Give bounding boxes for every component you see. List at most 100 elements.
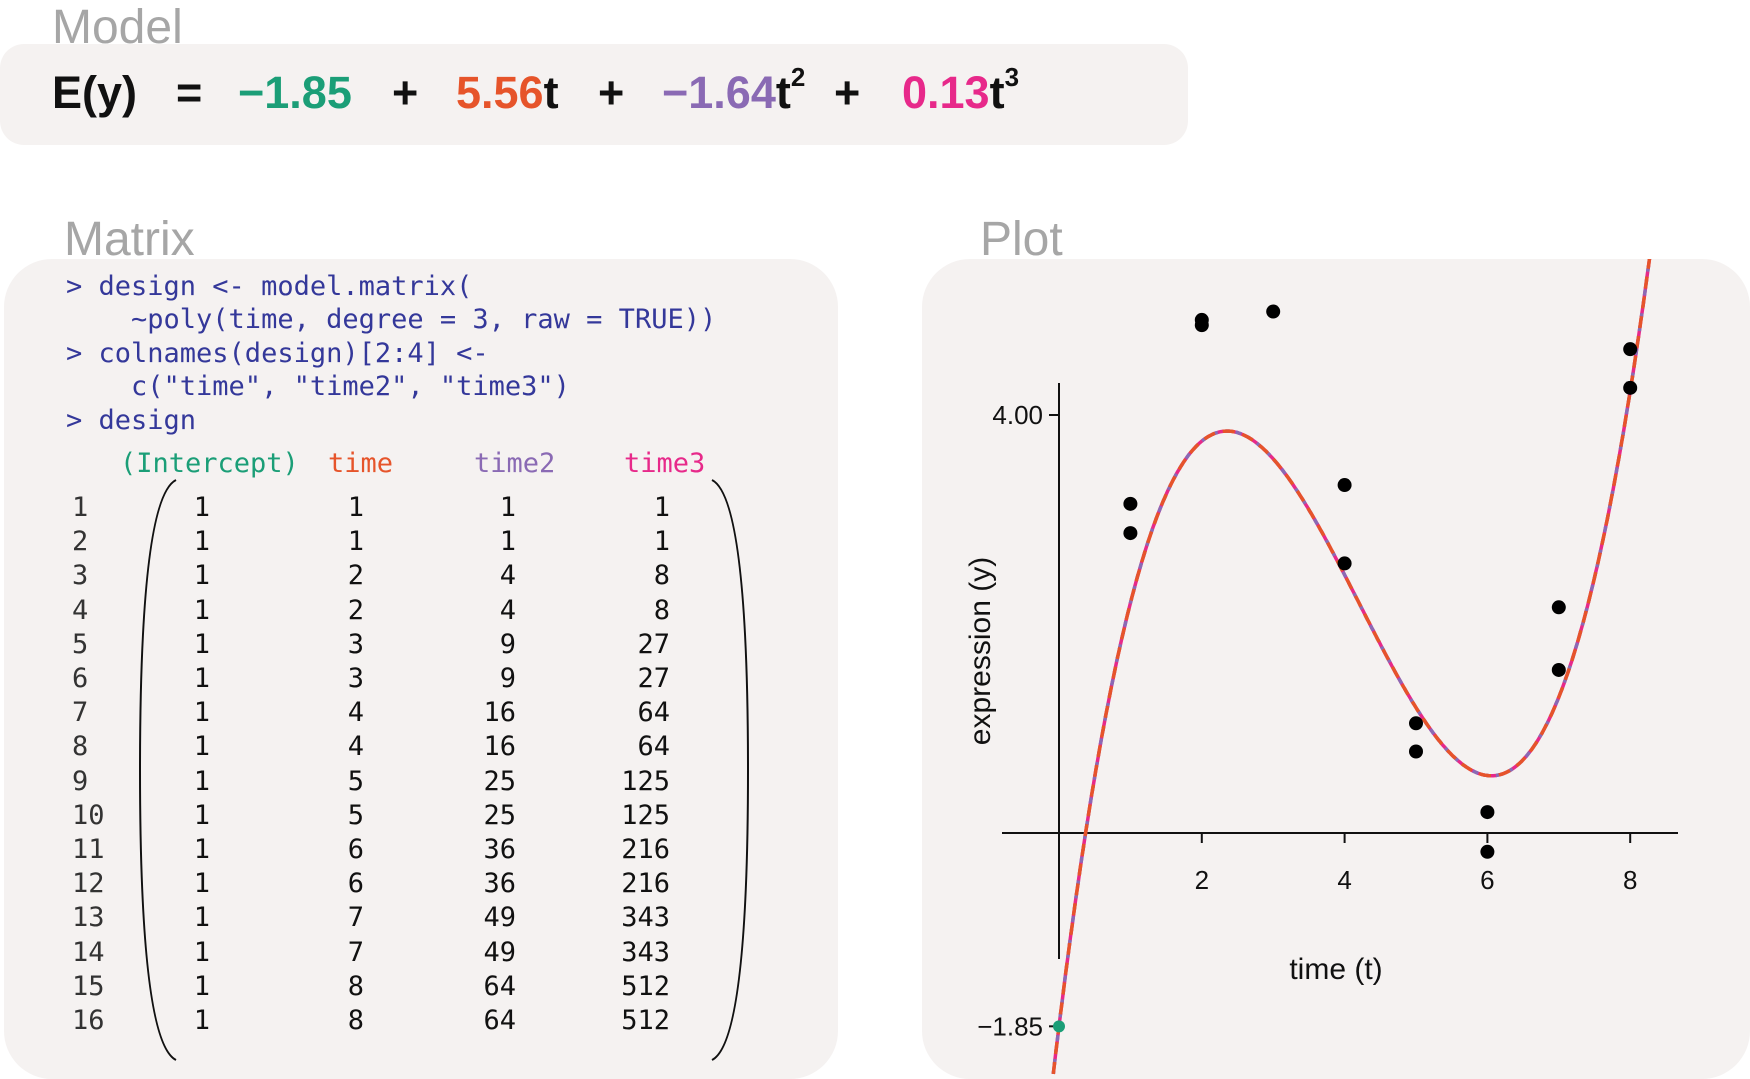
matrix-cell: 4 [499, 560, 516, 592]
term-cubic: 0.13t3 [902, 64, 1019, 118]
matrix-cell: 9 [499, 663, 516, 694]
code-line-4: c("time", "time2", "time3") [66, 371, 570, 402]
matrix-cell: 343 [621, 902, 670, 934]
matrix-cell: 1 [193, 628, 210, 660]
variable-t: t [989, 67, 1005, 118]
matrix-cell: 64 [637, 697, 670, 729]
matrix-cell: 5 [347, 765, 364, 797]
matrix-cell: 1 [193, 731, 210, 763]
matrix-cell: 6 [347, 868, 364, 900]
matrix-cell: 27 [637, 663, 670, 694]
y-tick-label: −1.85 [977, 1011, 1043, 1041]
matrix-row-number: 9 [72, 765, 89, 797]
plot-section-title: Plot [980, 213, 1063, 266]
matrix-row-number: 4 [72, 594, 89, 626]
matrix-cell: 1 [193, 970, 210, 1002]
matrix-cell: 1 [499, 526, 516, 558]
matrix-cell: 512 [621, 1005, 670, 1036]
matrix-cell: 4 [499, 594, 516, 626]
matrix-cell: 64 [483, 1005, 516, 1036]
matrix-row-number: 15 [72, 970, 105, 1002]
matrix-cell: 36 [483, 834, 516, 865]
data-point [1623, 342, 1638, 357]
matrix-cell: 5 [347, 799, 364, 831]
matrix-cell: 1 [193, 594, 210, 626]
matrix-cell: 64 [637, 731, 670, 763]
data-point [1194, 318, 1209, 333]
data-point [1123, 526, 1138, 541]
matrix-row-number: 10 [72, 799, 105, 831]
variable-t: t [543, 67, 559, 118]
matrix-cell: 36 [483, 868, 516, 900]
x-axis-label: time (t) [1289, 953, 1382, 986]
matrix-cell: 25 [483, 799, 516, 831]
matrix-cell: 1 [193, 560, 210, 592]
coefficient-cubic: 0.13 [902, 67, 990, 118]
equation-equals: = [176, 67, 203, 118]
matrix-cell: 125 [621, 799, 670, 831]
matrix-cell: 4 [347, 697, 364, 729]
matrix-row-number: 6 [72, 663, 89, 694]
matrix-cell: 8 [347, 970, 364, 1002]
matrix-row-number: 11 [72, 834, 105, 865]
intercept-point [1053, 1020, 1065, 1033]
matrix-row-number: 14 [72, 936, 105, 968]
data-point [1480, 805, 1495, 820]
matrix-cell: 16 [483, 731, 516, 763]
matrix-cell: 1 [347, 526, 364, 558]
y-axis-label: expression (y) [964, 557, 997, 745]
data-point [1409, 744, 1423, 759]
data-point [1623, 380, 1638, 395]
matrix-cell: 343 [621, 936, 670, 968]
code-line-5: > design [66, 405, 197, 436]
coefficient-intercept: −1.85 [238, 67, 352, 118]
plot-chart: 2 4 6 8 4.00 −1.85 time (t) expression (y) [964, 259, 1678, 1075]
matrix-cell: 1 [193, 765, 210, 797]
right-bracket [711, 479, 750, 1061]
term-quadratic: −1.64t2 [662, 64, 805, 118]
matrix-cell: 1 [193, 492, 210, 523]
matrix-cell: 8 [653, 560, 670, 592]
code-line-3: > colnames(design)[2:4] <- [66, 338, 489, 369]
coefficient-linear: 5.56 [456, 67, 544, 118]
matrix-row-number: 2 [72, 526, 89, 558]
exponent-3: 3 [1004, 62, 1020, 92]
matrix-cell: 125 [621, 765, 670, 797]
matrix-cell: 1 [193, 663, 210, 694]
matrix-cell: 216 [621, 834, 670, 865]
code-line-2: ~poly(time, degree = 3, raw = TRUE)) [66, 304, 717, 335]
matrix-cell: 27 [637, 628, 670, 660]
matrix-cell: 3 [347, 628, 364, 660]
matrix-section-title: Matrix [64, 213, 195, 266]
matrix-cell: 1 [193, 834, 210, 865]
matrix-row-number: 8 [72, 731, 89, 763]
fitted-curve-linear [1051, 259, 1652, 1075]
equation-plus: + [598, 67, 625, 118]
equation-lhs: E(y) [52, 67, 138, 118]
matrix-cell: 49 [483, 902, 516, 934]
code-line-1: > design <- model.matrix( [66, 271, 473, 302]
matrix-cell: 6 [347, 834, 364, 865]
data-point [1337, 478, 1352, 493]
matrix-cell: 1 [193, 697, 210, 729]
equation-plus: + [392, 67, 419, 118]
matrix-cell: 8 [347, 1005, 364, 1036]
matrix-cell: 7 [347, 936, 364, 968]
term-linear: 5.56t [456, 70, 559, 115]
matrix-cell: 216 [621, 868, 670, 900]
exponent-2: 2 [790, 62, 806, 92]
column-header-time2: time2 [474, 448, 556, 479]
data-point [1123, 496, 1138, 511]
matrix-cell: 7 [347, 902, 364, 934]
matrix-cell: 16 [483, 697, 516, 729]
matrix-cell: 3 [347, 663, 364, 694]
x-tick-label: 6 [1480, 865, 1494, 895]
variable-t: t [775, 67, 791, 118]
matrix-cell: 49 [483, 936, 516, 968]
matrix-cell: 1 [193, 868, 210, 900]
matrix-cell: 1 [193, 1005, 210, 1036]
matrix-cell: 64 [483, 970, 516, 1002]
column-header-time: time [328, 448, 394, 479]
matrix-cell: 4 [347, 731, 364, 763]
data-point [1480, 844, 1495, 859]
